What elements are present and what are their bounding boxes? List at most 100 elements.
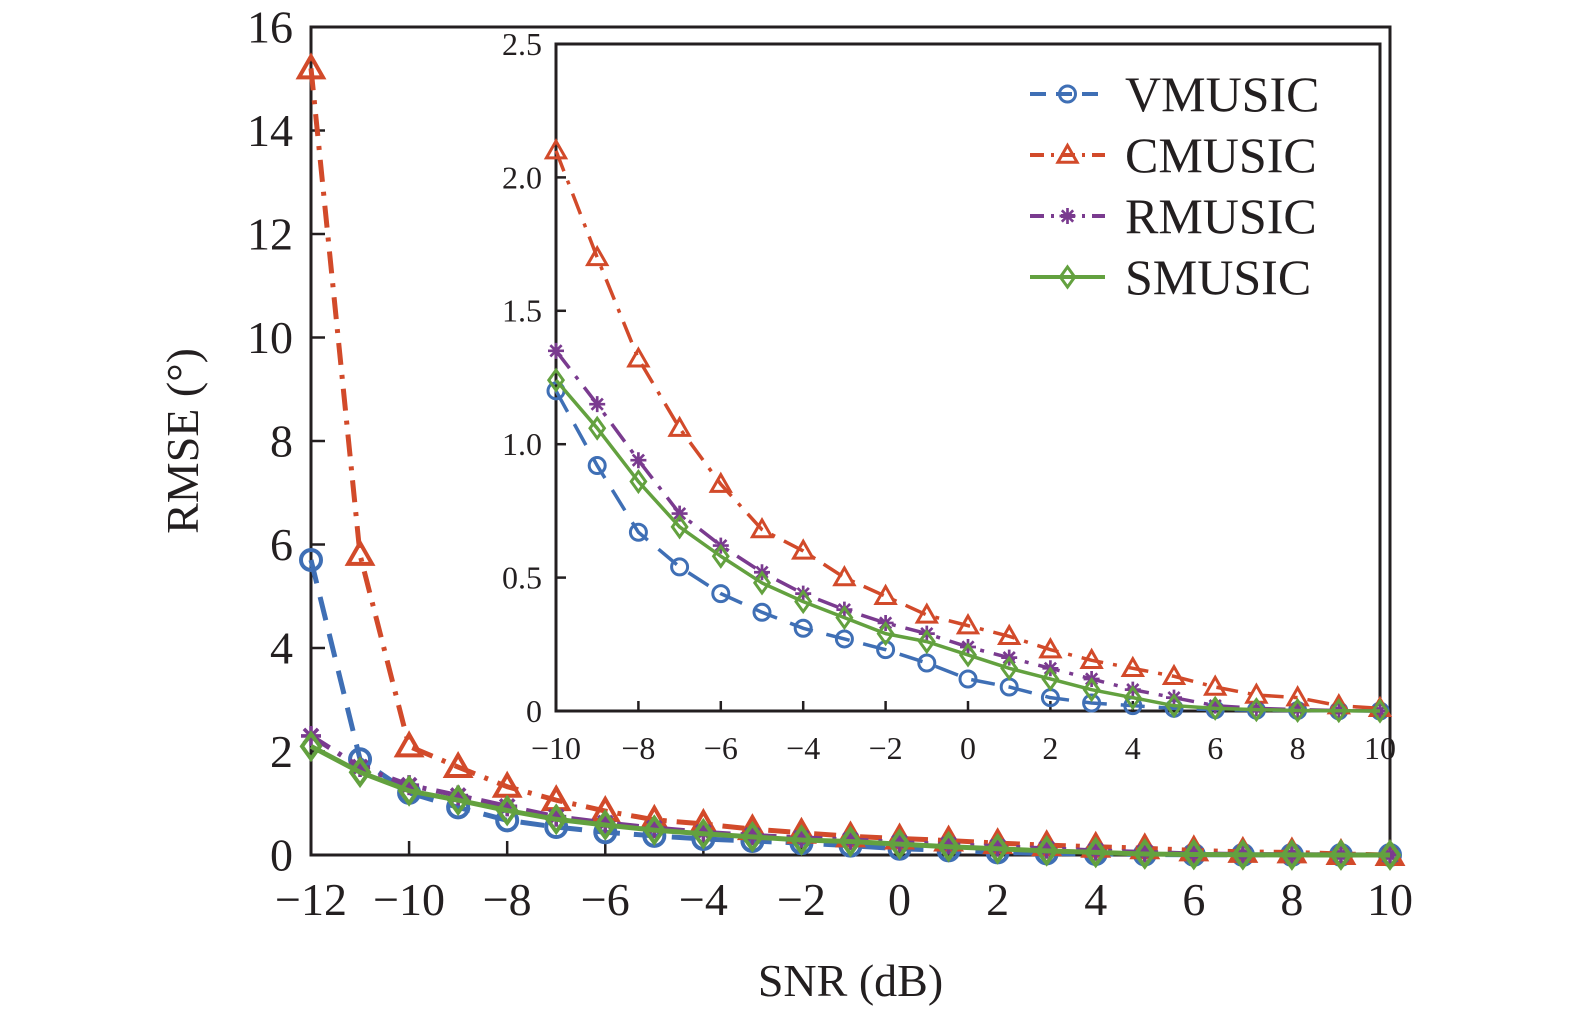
inset-point-smusic bbox=[1123, 685, 1142, 711]
main-point-rmusic bbox=[546, 806, 567, 827]
main-series-group bbox=[295, 52, 1406, 871]
legend-label: VMUSIC bbox=[1125, 66, 1319, 122]
main-x-tick-label: −12 bbox=[275, 874, 347, 925]
main-point-rmusic bbox=[350, 757, 371, 778]
inset-y-tick-label: 2.5 bbox=[502, 26, 542, 62]
main-y-tick-label: 14 bbox=[247, 105, 293, 156]
main-x-tick-label: −6 bbox=[581, 874, 630, 925]
inset-point-smusic bbox=[1370, 698, 1390, 724]
inset-point-vmusic bbox=[834, 629, 854, 649]
inset-x-tick-label: 8 bbox=[1290, 730, 1306, 766]
inset-plot: −10 −8 −6 −4 −2 0 2 4 6 8 10 0 0.5 1.0 1.5 2.0 2.5 VMUSI… bbox=[502, 26, 1396, 766]
inset-line-smusic bbox=[554, 379, 1381, 713]
main-x-tick-label: −2 bbox=[777, 874, 826, 925]
inset-point-smusic bbox=[1288, 697, 1307, 724]
inset-point-smusic bbox=[546, 367, 566, 393]
legend-label: CMUSIC bbox=[1125, 127, 1317, 183]
inset-x-tick-label: −4 bbox=[786, 730, 820, 766]
main-line-smusic bbox=[309, 744, 1391, 858]
inset-y-tick-label: 2.0 bbox=[502, 159, 542, 195]
main-point-cmusic bbox=[393, 730, 425, 758]
main-point-smusic bbox=[1182, 838, 1206, 871]
inset-point-vmusic bbox=[1082, 693, 1102, 713]
inset-point-cmusic bbox=[791, 538, 816, 560]
main-point-smusic bbox=[446, 784, 470, 817]
main-point-smusic bbox=[789, 824, 813, 856]
inset-point-cmusic bbox=[914, 602, 939, 624]
inset-point-vmusic bbox=[587, 456, 607, 476]
inset-point-cmusic bbox=[873, 583, 898, 605]
main-point-smusic bbox=[1280, 838, 1304, 871]
inset-point-vmusic bbox=[711, 584, 731, 604]
y-axis-title: RMSE (°) bbox=[157, 348, 208, 534]
inset-point-cmusic bbox=[667, 415, 692, 437]
inset-point-smusic bbox=[958, 642, 978, 668]
inset-point-cmusic bbox=[1120, 655, 1145, 678]
legend-entry-smusic: SMUSIC bbox=[1030, 249, 1311, 305]
main-point-smusic bbox=[1329, 839, 1353, 871]
main-y-tick-label: 10 bbox=[247, 312, 293, 363]
inset-point-vmusic bbox=[793, 618, 813, 638]
inset-point-vmusic bbox=[628, 522, 648, 542]
inset-point-smusic bbox=[1082, 677, 1101, 703]
inset-point-cmusic bbox=[585, 244, 610, 267]
main-point-smusic bbox=[1084, 836, 1108, 869]
main-point-smusic bbox=[348, 756, 372, 789]
legend-entry-cmusic: CMUSIC bbox=[1030, 127, 1317, 183]
inset-point-cmusic bbox=[626, 346, 651, 368]
inset-line-cmusic bbox=[554, 150, 1381, 711]
inset-point-smusic bbox=[1247, 697, 1266, 723]
x-axis-title: SNR (dB) bbox=[758, 955, 943, 1006]
inset-x-tick-label: −8 bbox=[621, 730, 655, 766]
main-tick-group: −12 −10 −8 −6 −4 −2 0 2 4 6 8 10 0 2 4 6 8 10 12 14 16 bbox=[247, 2, 1413, 925]
main-plot: −12 −10 −8 −6 −4 −2 0 2 4 6 8 10 0 2 4 6 8 10 12 14 16 SNR (… bbox=[157, 2, 1413, 1006]
main-x-tick-label: 10 bbox=[1367, 874, 1413, 925]
inset-point-rmusic bbox=[548, 342, 564, 359]
inset-y-tick-label: 0 bbox=[526, 693, 542, 729]
inset-x-tick-label: 4 bbox=[1125, 730, 1141, 766]
inset-point-smusic bbox=[588, 415, 607, 441]
main-point-smusic bbox=[691, 817, 715, 850]
main-x-tick-label: 8 bbox=[1280, 874, 1303, 925]
main-x-tick-label: −10 bbox=[373, 874, 445, 925]
main-point-smusic bbox=[1378, 839, 1402, 871]
main-point-cmusic bbox=[442, 750, 474, 779]
inset-point-smusic bbox=[670, 514, 689, 540]
inset-x-tick-label: −6 bbox=[704, 730, 738, 766]
main-point-rmusic bbox=[448, 785, 469, 806]
inset-point-smusic bbox=[1041, 666, 1060, 692]
main-point-smusic bbox=[888, 828, 912, 861]
inset-x-tick-label: −10 bbox=[531, 730, 581, 766]
inset-x-tick-label: 0 bbox=[960, 730, 976, 766]
inset-point-vmusic bbox=[958, 669, 978, 689]
inset-point-rmusic bbox=[589, 396, 606, 413]
inset-point-smusic bbox=[835, 605, 854, 631]
inset-y-tick-label: 1.5 bbox=[502, 293, 542, 329]
inset-point-vmusic bbox=[670, 557, 690, 577]
main-point-smusic bbox=[299, 730, 323, 763]
inset-point-smusic bbox=[917, 629, 936, 655]
legend-label: SMUSIC bbox=[1125, 249, 1311, 305]
inset-point-smusic bbox=[752, 570, 772, 596]
legend-entry-vmusic: VMUSIC bbox=[1030, 66, 1319, 122]
inset-point-vmusic bbox=[752, 602, 772, 622]
main-y-tick-label: 12 bbox=[247, 209, 293, 260]
inset-series-smusic bbox=[546, 367, 1390, 724]
main-x-tick-label: 6 bbox=[1182, 874, 1205, 925]
main-point-cmusic bbox=[295, 52, 327, 80]
inset-point-rmusic bbox=[671, 505, 688, 522]
legend-marker-vmusic bbox=[1058, 84, 1077, 104]
inset-point-cmusic bbox=[1038, 637, 1063, 659]
inset-point-cmusic bbox=[708, 471, 733, 493]
main-series-smusic bbox=[299, 730, 1402, 871]
main-y-tick-label: 6 bbox=[270, 519, 293, 570]
inset-point-smusic bbox=[629, 468, 648, 495]
legend-marker-smusic bbox=[1058, 264, 1077, 290]
inset-series-group bbox=[543, 138, 1393, 724]
main-x-tick-label: −4 bbox=[679, 874, 728, 925]
inset-x-tick-label: 2 bbox=[1042, 730, 1058, 766]
main-x-tick-label: 4 bbox=[1084, 874, 1107, 925]
